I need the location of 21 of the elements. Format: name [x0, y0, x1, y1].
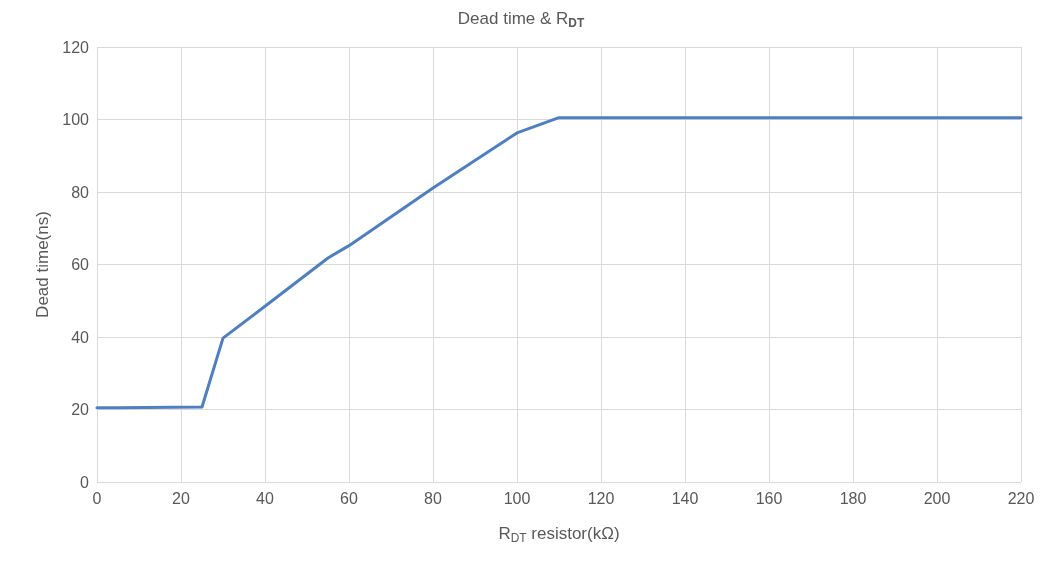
x-tick-label: 140 [671, 489, 699, 507]
line-series [95, 116, 1023, 410]
x-tick-label: 160 [755, 489, 783, 507]
x-tick-label: 220 [1007, 489, 1035, 507]
x-tick-label: 80 [424, 489, 442, 507]
x-tick-label: 20 [172, 489, 190, 507]
y-tick-label: 0 [80, 473, 90, 491]
x-tick-label: 60 [340, 489, 358, 507]
x-tick-label: 40 [256, 489, 274, 507]
x-tick-label: 120 [587, 489, 615, 507]
x-tick-label: 100 [503, 489, 531, 507]
y-tick-label: 120 [62, 38, 90, 56]
y-tick-label: 40 [71, 328, 90, 346]
y-tick-label: 100 [62, 111, 90, 128]
y-axis-title: Dead time(ns) [33, 211, 52, 318]
y-tick-label: 60 [71, 256, 90, 273]
y-tick-label: 20 [71, 401, 90, 418]
x-tick-label: 180 [839, 489, 867, 507]
x-tick-label: 0 [92, 489, 102, 507]
y-tick-label: 80 [71, 183, 90, 201]
x-tick-label: 200 [923, 489, 951, 507]
